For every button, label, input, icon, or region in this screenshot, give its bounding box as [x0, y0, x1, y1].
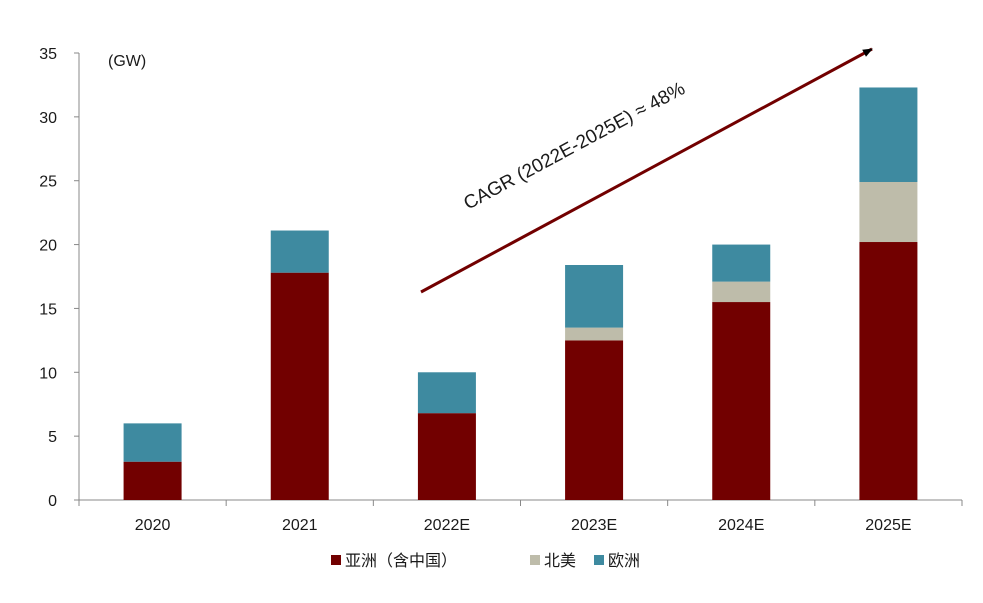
- bar-segment-europe: [270, 230, 329, 273]
- bars-group: [123, 87, 918, 500]
- y-tick-label: 25: [39, 174, 57, 191]
- y-axis-ticks: 0 5 10 15 20 25 30 35: [39, 46, 79, 510]
- legend: 亚洲（含中国） 北美 欧洲: [331, 552, 640, 570]
- bar-segment-europe: [123, 423, 182, 462]
- bar-segment-asia: [417, 413, 476, 500]
- y-tick-label: 10: [39, 365, 57, 382]
- y-tick-label: 5: [48, 429, 57, 446]
- legend-label: 亚洲（含中国）: [345, 552, 457, 570]
- bar-segment-asia: [123, 461, 182, 500]
- legend-label: 欧洲: [608, 552, 640, 570]
- bar-segment-north-america: [565, 327, 624, 341]
- cagr-annotation: CAGR (2022E-2025E) ≈ 48%: [460, 78, 688, 214]
- bar-segment-asia: [565, 340, 624, 500]
- y-tick-label: 30: [39, 110, 57, 127]
- bar-segment-europe: [859, 87, 918, 182]
- x-tick-label: 2020: [135, 517, 171, 534]
- legend-swatch: [594, 555, 604, 565]
- y-unit-label: (GW): [108, 53, 146, 70]
- bar-segment-asia: [270, 272, 329, 500]
- y-tick-label: 20: [39, 238, 57, 255]
- y-tick-label: 35: [39, 46, 57, 63]
- bar-segment-europe: [417, 372, 476, 414]
- y-tick-label: 0: [48, 493, 57, 510]
- legend-swatch: [331, 555, 341, 565]
- bar-segment-europe: [565, 265, 624, 328]
- x-tick-label: 2021: [282, 517, 318, 534]
- bar-segment-asia: [859, 242, 918, 500]
- x-axis-ticks: 2020 2021 2022E 2023E 2024E 2025E: [78, 500, 963, 534]
- cagr-trend-arrow: [420, 47, 873, 294]
- legend-swatch: [530, 555, 540, 565]
- y-tick-label: 15: [39, 301, 57, 318]
- x-tick-label: 2023E: [571, 517, 617, 534]
- bar-segment-europe: [712, 244, 771, 282]
- bar-segment-asia: [712, 302, 771, 500]
- x-tick-label: 2025E: [865, 517, 911, 534]
- bar-segment-north-america: [712, 281, 771, 303]
- bar-segment-north-america: [859, 181, 918, 243]
- x-tick-label: 2024E: [718, 517, 764, 534]
- legend-label: 北美: [544, 552, 576, 570]
- x-tick-label: 2022E: [424, 517, 470, 534]
